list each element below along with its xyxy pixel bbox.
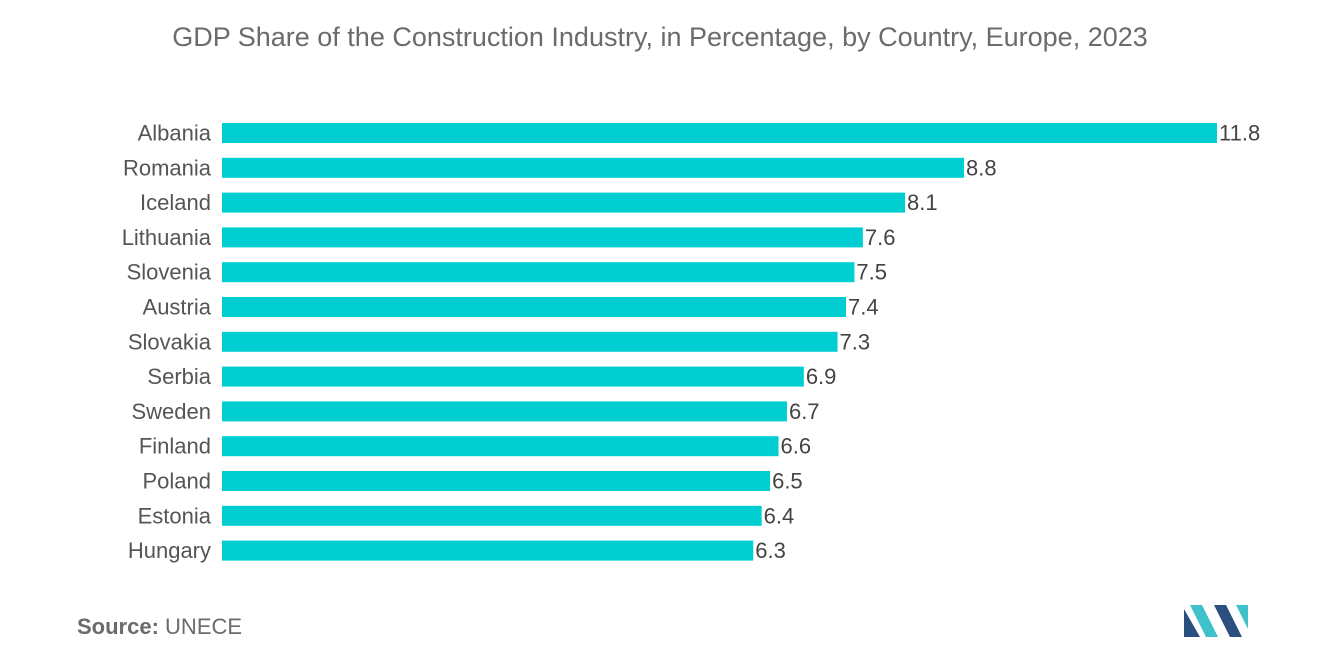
category-label-hungary: Hungary [128,538,211,563]
bar-slovenia [222,262,855,283]
logo-left-shape [1184,609,1200,637]
category-label-albania: Albania [138,121,212,146]
category-label-poland: Poland [142,469,211,494]
category-label-slovenia: Slovenia [127,260,212,285]
category-label-austria: Austria [143,295,212,320]
logo-right-shape [1236,605,1248,629]
value-label-lithuania: 7.6 [865,225,896,250]
bar-albania [222,123,1217,143]
category-label-iceland: Iceland [140,190,211,215]
value-label-albania: 11.8 [1219,121,1260,146]
bar-hungary [222,540,754,561]
value-label-sweden: 6.7 [789,399,820,424]
value-label-slovakia: 7.3 [840,329,871,354]
bar-lithuania [222,227,863,248]
bar-sweden [222,401,787,422]
category-label-lithuania: Lithuania [122,225,212,250]
source-label: Source: [77,614,159,639]
value-label-poland: 6.5 [772,469,803,494]
category-label-sweden: Sweden [131,399,211,424]
value-label-iceland: 8.1 [907,190,938,215]
chart-title: GDP Share of the Construction Industry, … [172,22,1148,52]
value-label-serbia: 6.9 [806,364,837,389]
bar-estonia [222,505,762,526]
value-label-hungary: 6.3 [755,538,786,563]
source-value: UNECE [165,614,243,639]
value-label-austria: 7.4 [848,295,879,320]
logo-mid-right-shape [1214,605,1242,637]
bar-slovakia [222,331,838,352]
value-label-romania: 8.8 [966,155,997,180]
category-label-estonia: Estonia [138,503,212,528]
value-label-slovenia: 7.5 [856,260,887,285]
value-label-estonia: 6.4 [764,503,795,528]
bar-chart: Albania 11.8 Romania 8.8 Iceland 8.1 Lithuania… [122,121,1261,564]
bar-serbia [222,366,804,387]
bar-poland [222,471,771,491]
category-label-serbia: Serbia [147,364,211,389]
source-note: Source: UNECE [77,614,242,640]
bar-iceland [222,192,906,213]
logo-mid-left-shape [1190,605,1218,637]
category-label-slovakia: Slovakia [128,329,212,354]
bar-romania [222,157,965,178]
bar-austria [222,297,846,317]
bars-group: Albania 11.8 Romania 8.8 Iceland 8.1 Lithuania… [122,121,1261,564]
brand-logo-icon [1184,605,1248,637]
category-label-romania: Romania [123,155,212,180]
bar-finland [222,436,779,457]
category-label-finland: Finland [139,434,211,459]
value-label-finland: 6.6 [781,434,812,459]
